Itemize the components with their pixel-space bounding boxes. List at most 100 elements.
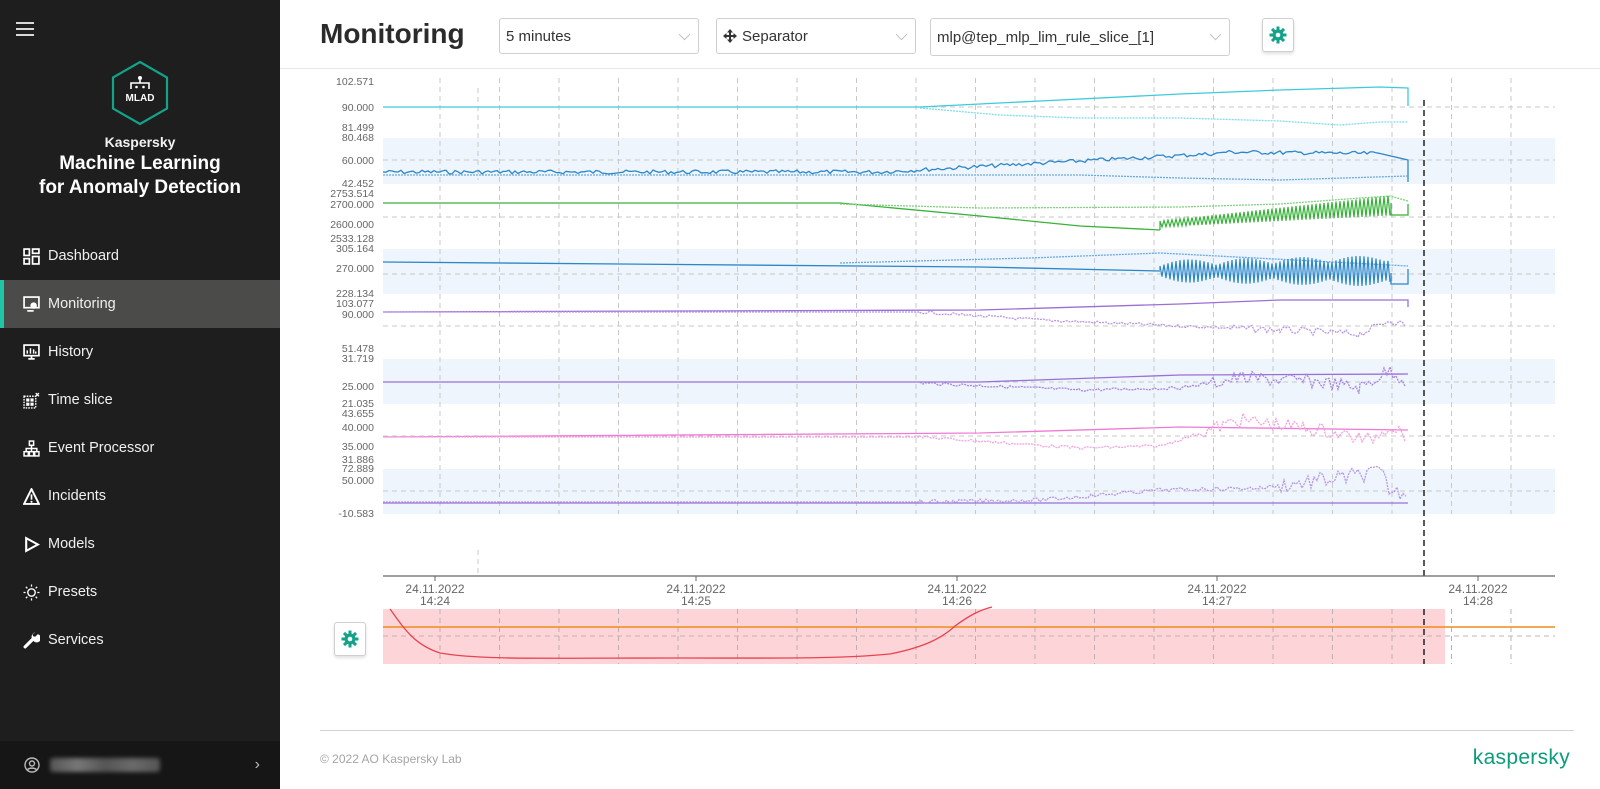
anomaly-score-line [389, 606, 993, 659]
incidents-icon [23, 487, 40, 505]
series-tag1-prediction [919, 107, 1408, 126]
y-axis-label: 2533.128 [330, 233, 374, 245]
series-tag7 [382, 426, 1409, 438]
sidebar-item-dashboard[interactable]: Dashboard [0, 232, 280, 280]
series-tag6-prediction [383, 364, 1406, 394]
presets-icon [23, 584, 40, 600]
x-tick-date: 24.11.2022 [666, 582, 726, 596]
user-name [50, 758, 160, 772]
x-axis-label: 24.11.2022 14:27 [1172, 583, 1262, 607]
series-tag4-oscillation [1159, 255, 1391, 287]
period-select[interactable]: 5 minutes [499, 18, 699, 54]
sidebar-item-incidents[interactable]: Incidents [0, 472, 280, 520]
footer-divider [320, 730, 1574, 731]
x-tick-time: 14:24 [419, 594, 451, 608]
svg-text:MLAD: MLAD [126, 93, 155, 104]
view-select[interactable]: Separator [716, 18, 916, 54]
x-tick-time: 14:27 [1201, 594, 1233, 608]
sidebar-item-time-slice[interactable]: Time slice [0, 376, 280, 424]
user-menu[interactable]: › [0, 741, 280, 789]
event-processor-icon [23, 439, 40, 457]
anomaly-indicator-chart[interactable] [383, 606, 1555, 664]
series-lines [382, 86, 1409, 505]
page-header: Monitoring 5 minutes Separator mlp@tep_m… [280, 0, 1600, 69]
series-tag3 [383, 202, 1161, 231]
chart-plot[interactable] [280, 70, 1600, 670]
y-axis-label: 40.000 [341, 422, 374, 434]
y-axis-label: 35.000 [341, 441, 374, 453]
y-axis-label: 2700.000 [330, 199, 374, 211]
x-axis-label: 24.11.2022 14:24 [390, 583, 480, 607]
y-axis-label: 228.134 [336, 288, 374, 300]
kaspersky-logo: kaspersky [1472, 746, 1570, 769]
copyright: © 2022 AO Kaspersky Lab [320, 752, 462, 766]
y-axis-label: 80.468 [341, 132, 374, 144]
chevron-down-icon [895, 28, 908, 41]
y-axis-label: 43.655 [341, 408, 374, 420]
sidebar-item-history[interactable]: History [0, 328, 280, 376]
series-tag8-prediction [383, 465, 1407, 505]
anomaly-settings-button[interactable] [334, 622, 366, 656]
chevron-right-icon[interactable]: › [254, 756, 260, 773]
page-title: Monitoring [320, 18, 465, 49]
x-tick-time: 14:26 [941, 594, 973, 608]
y-axis-label: 81.499 [341, 122, 374, 134]
chevron-down-icon [1209, 28, 1222, 41]
series-tag5 [382, 299, 1409, 313]
x-axis-label: 24.11.2022 14:26 [912, 583, 1002, 607]
sidebar-item-presets[interactable]: Presets [0, 568, 280, 616]
gear-icon [1269, 26, 1287, 44]
y-axis-label: 90.000 [341, 102, 374, 114]
mlad-logo-icon: MLAD [111, 60, 169, 126]
sidebar-item-models[interactable]: Models [0, 520, 280, 568]
y-axis-label: 31.719 [341, 353, 374, 365]
series-tag1 [383, 86, 1409, 108]
x-axis-ticks [434, 576, 1479, 581]
user-avatar-icon [24, 757, 40, 773]
models-icon [25, 535, 40, 553]
chevron-down-icon [678, 28, 691, 41]
monitoring-chart[interactable]: 102.571 90.000 81.499 80.468 60.000 42.452 275… [280, 70, 1600, 670]
sidebar-item-label: Event Processor [48, 440, 155, 456]
x-tick-date: 24.11.2022 [1448, 582, 1508, 596]
chart-settings-button[interactable] [1262, 18, 1294, 52]
series-tag5-prediction [383, 310, 1406, 338]
y-axis-label: 103.077 [336, 298, 374, 310]
sidebar-item-event-processor[interactable]: Event Processor [0, 424, 280, 472]
sidebar-item-monitoring[interactable]: Monitoring [0, 280, 280, 328]
monitoring-icon [23, 295, 40, 312]
sidebar-item-label: Dashboard [48, 248, 119, 264]
y-axis-label: 2753.514 [330, 188, 374, 200]
main-content: Monitoring 5 minutes Separator mlp@tep_m… [280, 0, 1600, 789]
sidebar-item-services[interactable]: Services [0, 616, 280, 664]
x-axis-label: 24.11.2022 14:25 [651, 583, 741, 607]
y-axis-label: 50.000 [341, 475, 374, 487]
y-axis-label: 2600.000 [330, 219, 374, 231]
product-name-line1: Machine Learning [59, 153, 221, 174]
gear-icon [341, 630, 359, 648]
model-select-value: mlp@tep_mlp_lim_rule_slice_[1] [937, 28, 1154, 46]
x-axis-label: 24.11.2022 14:28 [1433, 583, 1523, 607]
y-axis-label: 102.571 [336, 76, 374, 88]
series-tag7-prediction [383, 411, 1406, 451]
view-select-value: Separator [742, 27, 808, 45]
sidebar-item-label: Time slice [48, 392, 113, 408]
x-tick-date: 24.11.2022 [927, 582, 987, 596]
y-axis-label: 31.886 [341, 454, 374, 466]
y-axis-label: 270.000 [336, 263, 374, 275]
x-tick-time: 14:28 [1462, 594, 1494, 608]
model-select[interactable]: mlp@tep_mlp_lim_rule_slice_[1] [930, 18, 1230, 56]
move-icon [723, 29, 737, 43]
sidebar-item-label: Presets [48, 584, 98, 600]
sidebar-item-label: Monitoring [48, 296, 116, 312]
series-tag2 [382, 149, 1409, 182]
menu-toggle-icon[interactable] [16, 22, 34, 38]
series-tag3-oscillation [1159, 195, 1391, 230]
history-icon [23, 343, 40, 360]
y-axis-label: 72.889 [341, 463, 374, 475]
y-axis-label: 42.452 [341, 178, 374, 190]
x-tick-date: 24.11.2022 [405, 582, 465, 596]
series-tag2-prediction [383, 174, 1409, 181]
brand-vendor: Kaspersky [104, 134, 176, 150]
y-axis-label: 60.000 [341, 155, 374, 167]
